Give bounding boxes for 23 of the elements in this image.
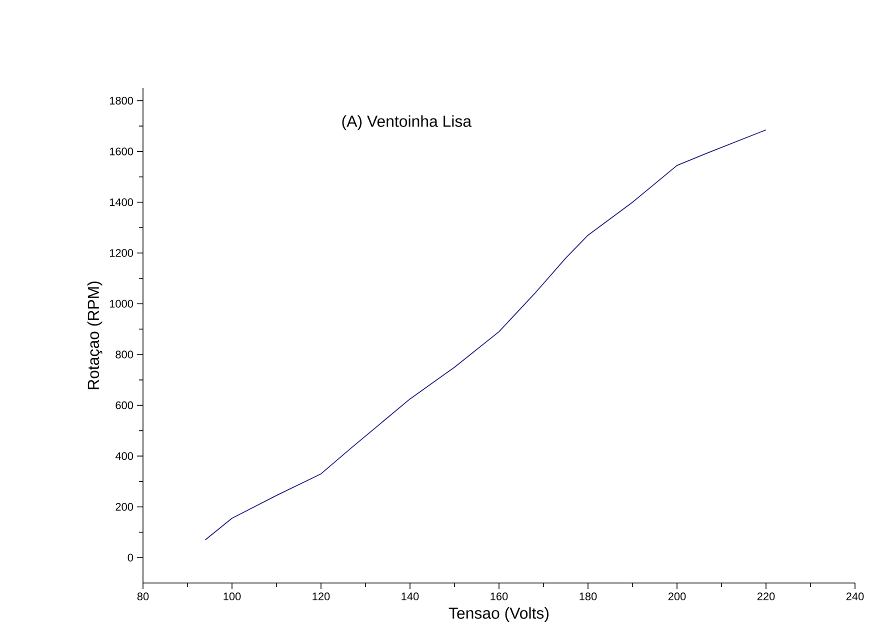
- y-axis-title: Rotaçao (RPM): [87, 282, 102, 390]
- y-tick-label: 1800: [110, 96, 134, 105]
- x-tick-label: 220: [757, 592, 775, 600]
- x-tick-label: 80: [137, 592, 149, 600]
- line-series: [204, 129, 766, 540]
- y-tick-label: 1600: [110, 148, 134, 156]
- y-tick-label: 1200: [110, 249, 134, 257]
- x-tick-label: 200: [668, 592, 686, 600]
- y-tick-label: 400: [115, 452, 134, 460]
- text: (A) Ventoinha Lisa: [342, 115, 472, 130]
- y-tick-label: 0: [128, 554, 134, 562]
- y-tick-label: 200: [116, 502, 134, 511]
- x-tick-label: 120: [312, 592, 330, 600]
- x-tick-label: 100: [224, 592, 241, 600]
- y-tick-label: 600: [116, 401, 134, 410]
- x-tick-label: 240: [846, 592, 864, 600]
- x-tick-label: 140: [402, 592, 419, 600]
- x-axis-title: Tensao (Volts): [448, 607, 549, 622]
- y-tick-label: 800: [116, 350, 134, 358]
- y-tick-label: 1400: [110, 198, 134, 206]
- x-tick-label: 160: [490, 592, 508, 600]
- y-tick-label: 1000: [110, 300, 134, 308]
- x-tick-label: 180: [580, 592, 597, 600]
